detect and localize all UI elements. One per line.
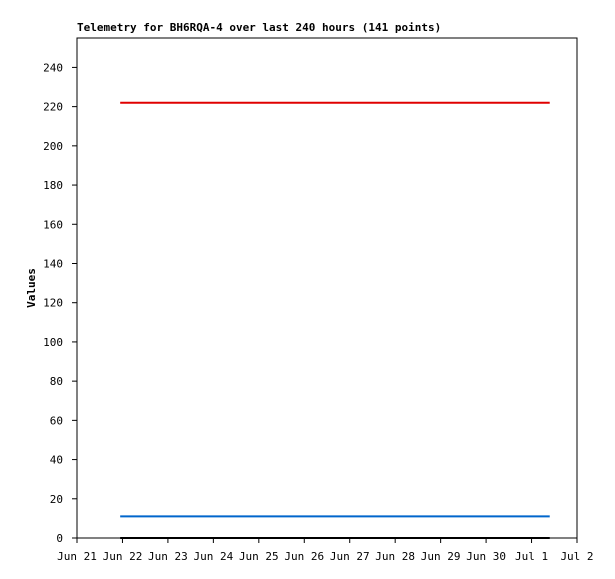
x-tick-label: Jun 26 xyxy=(284,550,324,563)
x-tick-label: Jun 23 xyxy=(148,550,188,563)
y-tick-label: 160 xyxy=(43,218,63,231)
y-tick-label: 140 xyxy=(43,257,63,270)
x-tick-label: Jun 24 xyxy=(193,550,233,563)
y-tick-label: 80 xyxy=(50,375,63,388)
y-tick-label: 220 xyxy=(43,101,63,114)
x-tick-label: Jul 1 xyxy=(515,550,548,563)
x-tick-label: Jul 2 xyxy=(560,550,593,563)
y-tick-label: 240 xyxy=(43,61,63,74)
y-tick-label: 120 xyxy=(43,297,63,310)
y-tick-label: 60 xyxy=(50,414,63,427)
y-tick-label: 0 xyxy=(56,532,63,545)
x-tick-label: Jun 27 xyxy=(330,550,370,563)
plot-frame xyxy=(76,37,578,539)
y-tick-label: 40 xyxy=(50,454,63,467)
x-tick-label: Jun 25 xyxy=(239,550,279,563)
x-tick-label: Jun 30 xyxy=(466,550,506,563)
x-tick-label: Jun 22 xyxy=(103,550,143,563)
x-tick-label: Jun 21 xyxy=(57,550,97,563)
x-tick-label: Jun 28 xyxy=(375,550,415,563)
y-axis-label: Values xyxy=(25,268,38,308)
chart-title: Telemetry for BH6RQA-4 over last 240 hou… xyxy=(77,21,441,34)
y-tick-label: 200 xyxy=(43,140,63,153)
y-tick-label: 100 xyxy=(43,336,63,349)
y-tick-label: 20 xyxy=(50,493,63,506)
y-tick-label: 180 xyxy=(43,179,63,192)
x-tick-label: Jun 29 xyxy=(421,550,461,563)
